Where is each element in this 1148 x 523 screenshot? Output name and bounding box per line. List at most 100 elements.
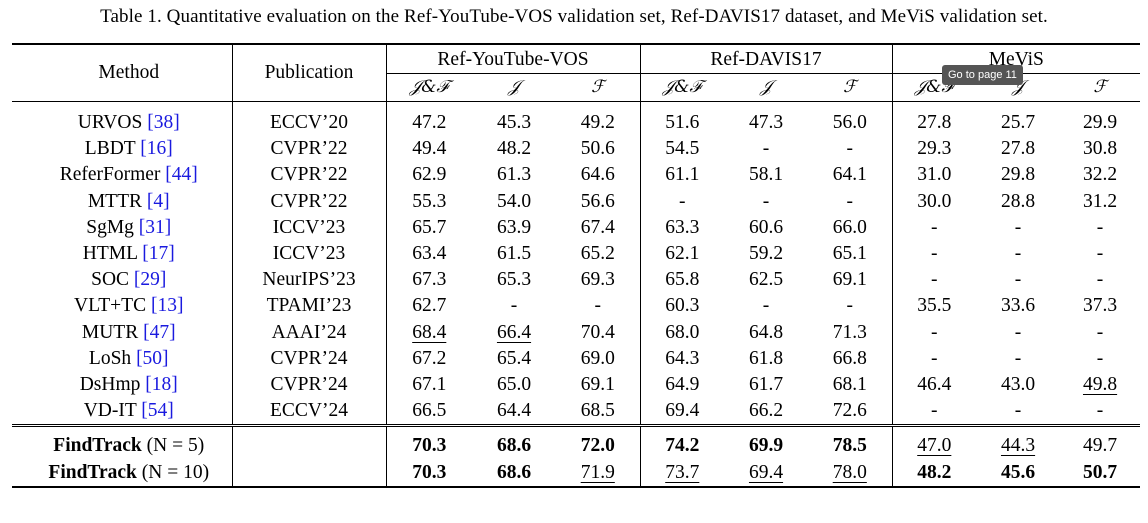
- metric-value: -: [762, 295, 770, 317]
- value-cell: 31.0: [892, 162, 976, 188]
- method-param: (N = 10): [136, 461, 210, 483]
- value-cell: -: [556, 293, 641, 320]
- metric-value: 55.3: [412, 190, 447, 212]
- value-cell: 29.8: [976, 162, 1060, 188]
- value-cell: -: [1060, 346, 1140, 372]
- value-cell: 63.9: [472, 215, 556, 241]
- citation-link[interactable]: [29]: [133, 269, 167, 291]
- metric-value: 49.8: [1082, 373, 1118, 395]
- table-row: VD-IT [54] ECCV’24 66.5 64.4 68.5 69.4 66.2 72.…: [12, 398, 1140, 426]
- metric-value: -: [1014, 269, 1022, 291]
- value-cell: 56.0: [808, 101, 893, 137]
- value-cell: 55.3: [386, 189, 472, 215]
- value-cell: 61.7: [724, 372, 808, 398]
- method-cell: VLT+TC [13]: [12, 293, 233, 320]
- value-cell: -: [976, 398, 1060, 426]
- value-cell: 66.0: [808, 214, 893, 241]
- metric-value: 45.3: [496, 112, 532, 134]
- publication-cell: CVPR’22: [232, 188, 387, 215]
- metric-value: 63.4: [412, 243, 447, 265]
- citation-link[interactable]: [13]: [150, 295, 184, 317]
- citation-link[interactable]: [38]: [147, 112, 180, 134]
- metric-value: -: [679, 190, 686, 212]
- citation-link[interactable]: [17]: [142, 243, 175, 265]
- metric-value: -: [762, 190, 770, 212]
- metric-value: 59.2: [748, 243, 784, 265]
- publication-cell: [232, 424, 387, 460]
- value-cell: 32.2: [1060, 162, 1140, 188]
- publication-cell: TPAMI’23: [232, 293, 387, 320]
- metric-value: 65.8: [665, 269, 700, 291]
- metric-value: 28.8: [1000, 190, 1036, 212]
- table-row: ReferFormer [44] CVPR’22 62.9 61.3 64.6 61.1 5…: [12, 162, 1140, 189]
- value-cell: 70.4: [556, 319, 641, 346]
- metric-value: 71.9: [580, 461, 615, 483]
- metric-value: -: [1014, 243, 1022, 265]
- publication-cell: CVPR’22: [232, 162, 387, 189]
- metric-value: 56.0: [832, 112, 867, 134]
- publication-cell: CVPR’24: [232, 345, 387, 372]
- metric-value: 69.4: [665, 400, 700, 422]
- metric-value: -: [931, 243, 938, 265]
- metric-value: 68.0: [665, 321, 700, 343]
- metric-value: 62.9: [412, 164, 447, 186]
- method-name: MUTR: [81, 321, 144, 343]
- value-cell: 49.2: [556, 101, 641, 137]
- metric-value: 47.2: [412, 112, 447, 134]
- metric-value: -: [931, 321, 938, 343]
- value-cell: 28.8: [976, 189, 1060, 215]
- metric-value: 73.7: [665, 461, 700, 483]
- value-cell: -: [976, 215, 1060, 241]
- value-cell: 62.9: [386, 162, 472, 188]
- metric-value: 70.4: [580, 321, 615, 343]
- metric-value: 62.7: [412, 295, 447, 317]
- metric-value: -: [1096, 400, 1104, 422]
- value-cell: 64.3: [640, 346, 724, 372]
- metric-value: 54.0: [496, 190, 532, 212]
- metric-header: 𝒥: [508, 77, 520, 98]
- citation-link[interactable]: [47]: [143, 321, 176, 343]
- value-cell: -: [1060, 241, 1140, 267]
- value-cell: 65.3: [472, 267, 556, 293]
- value-cell: 49.8: [1060, 372, 1140, 398]
- method-name: SgMg: [86, 216, 139, 238]
- citation-link[interactable]: [54]: [141, 400, 174, 422]
- method-name: VD-IT: [83, 400, 142, 422]
- metric-value: -: [1014, 216, 1022, 238]
- metric-value: 64.6: [580, 164, 615, 186]
- metric-value: 70.3: [412, 461, 447, 483]
- value-cell: 72.6: [808, 398, 893, 426]
- value-cell: 49.4: [386, 136, 472, 162]
- metric-value: 78.5: [832, 435, 867, 457]
- publication-cell: ICCV’23: [232, 240, 387, 268]
- method-cell: SgMg [31]: [12, 214, 233, 241]
- value-cell: -: [808, 136, 893, 163]
- method-header: Method: [12, 43, 233, 102]
- metric-value: 69.3: [580, 269, 615, 291]
- metric-value: 61.3: [496, 164, 532, 186]
- table-row: LoSh [50] CVPR’24 67.2 65.4 69.0 64.3 61.8 66.8…: [12, 345, 1140, 372]
- metric-value: -: [1096, 243, 1104, 265]
- value-cell: 78.5: [808, 424, 893, 460]
- citation-link[interactable]: [18]: [145, 373, 178, 395]
- metric-value: 65.7: [412, 216, 447, 238]
- method-name: URVOS: [77, 112, 148, 134]
- metric-value: 63.9: [496, 216, 532, 238]
- metric-value: 32.2: [1082, 164, 1118, 186]
- value-cell: 65.2: [556, 240, 641, 268]
- citation-link[interactable]: [44]: [165, 164, 198, 186]
- value-cell: -: [976, 320, 1060, 346]
- metric-value: -: [1096, 269, 1104, 291]
- value-cell: 66.2: [724, 398, 808, 426]
- citation-link[interactable]: [50]: [136, 347, 169, 369]
- table-row: URVOS [38] ECCV’20 47.2 45.3 49.2 51.6 47.3 56.…: [12, 101, 1141, 137]
- value-cell: 29.3: [892, 136, 976, 162]
- value-cell: 69.3: [556, 267, 641, 294]
- citation-link[interactable]: [16]: [140, 138, 173, 160]
- metric-value: 65.0: [496, 373, 532, 395]
- value-cell: 64.9: [640, 372, 724, 398]
- metric-value: -: [931, 347, 938, 369]
- citation-link[interactable]: [4]: [146, 190, 170, 212]
- value-cell: 64.1: [808, 162, 893, 189]
- citation-link[interactable]: [31]: [138, 216, 172, 238]
